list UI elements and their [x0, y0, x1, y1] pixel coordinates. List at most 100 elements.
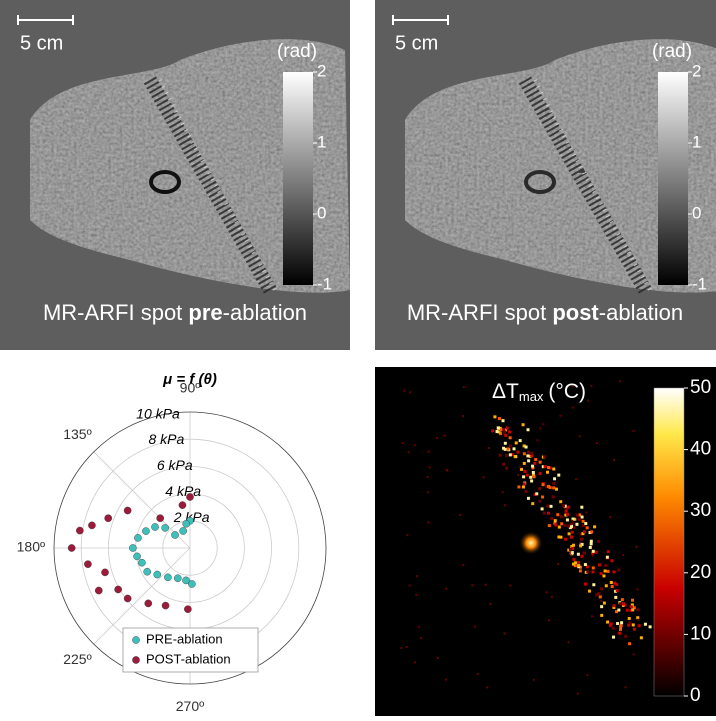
noise-pixel — [427, 521, 430, 524]
tissue-noise — [405, 39, 716, 293]
hot-pixel — [560, 522, 564, 526]
colorbar-title: (rad) — [652, 41, 692, 62]
hot-pixel — [614, 610, 618, 614]
noise-pixel — [587, 399, 590, 402]
hot-pixel — [572, 543, 576, 547]
hot-pixel — [585, 565, 589, 569]
hot-pixel — [585, 526, 589, 530]
data-point — [182, 576, 190, 585]
hot-pixel — [553, 521, 557, 525]
data-point — [151, 523, 159, 531]
data-point — [76, 526, 84, 535]
hot-pixel — [617, 568, 621, 572]
hot-pixel — [598, 595, 602, 599]
hot-pixel — [517, 485, 521, 489]
noise-pixel — [567, 641, 570, 644]
caption-part: MR-ARFI spot — [43, 300, 188, 325]
hot-pixel — [571, 546, 575, 550]
hot-pixel — [524, 490, 528, 494]
legend-label: POST-ablation — [146, 651, 231, 666]
hot-spot — [519, 531, 543, 555]
heatmap-title: ΔTmax (°C) — [492, 380, 586, 405]
colorbar-tick-label: -1 — [692, 274, 707, 293]
angle-grid-line — [93, 547, 191, 645]
hot-pixel — [543, 455, 547, 459]
noise-pixel — [427, 450, 430, 453]
hot-pixel — [622, 602, 626, 606]
data-point — [164, 573, 172, 582]
noise-pixel — [445, 587, 448, 590]
hot-pixel — [538, 472, 542, 476]
hot-pixel — [584, 570, 588, 574]
hot-pixel — [567, 532, 571, 536]
noise-pixel — [542, 423, 545, 426]
hot-pixel — [505, 466, 509, 470]
noise-pixel — [539, 427, 542, 430]
hot-pixel — [514, 441, 518, 445]
colorbar-tick-label: 50 — [690, 377, 711, 398]
hot-pixel — [581, 532, 585, 536]
data-point — [171, 531, 179, 539]
hot-pixel — [581, 519, 585, 523]
hot-pixel — [612, 635, 616, 639]
data-point — [173, 574, 182, 583]
noise-pixel — [476, 673, 479, 676]
hot-pixel — [624, 634, 628, 638]
hot-pixel — [508, 444, 512, 448]
colorbar-tick-label: 30 — [690, 500, 711, 521]
hot-pixel — [584, 582, 588, 586]
hot-pixel — [513, 455, 517, 459]
hot-pixel — [534, 458, 538, 462]
noise-pixel — [509, 584, 512, 587]
heatmap-panel: ΔTmax (°C) 0 10 20 30 40 50 — [375, 367, 716, 716]
hot-pixel — [556, 513, 560, 517]
hot-pixel — [578, 517, 582, 521]
hot-pixel — [591, 570, 595, 574]
noise-pixel — [545, 591, 548, 594]
hot-pixel — [503, 428, 507, 432]
hot-pixel — [553, 477, 557, 481]
noise-pixel — [632, 653, 635, 656]
hot-pixel — [561, 504, 565, 508]
hot-pixel — [538, 460, 542, 464]
data-point — [88, 521, 96, 530]
noise-pixel — [435, 437, 438, 440]
hot-pixel — [524, 445, 528, 449]
data-point — [94, 586, 103, 595]
hot-pixel — [631, 608, 635, 612]
hot-pixel — [616, 622, 620, 626]
hot-pixel — [612, 570, 616, 574]
noise-pixel — [624, 686, 627, 689]
noise-pixel — [576, 692, 579, 695]
noise-pixel — [586, 674, 589, 677]
noise-pixel — [569, 523, 572, 526]
hot-pixel — [532, 473, 536, 477]
noise-pixel — [484, 583, 487, 586]
image-panel: 5 cm (rad) -1 0 1 2 MR-ARFI spot pre-ablation — [0, 0, 350, 350]
hot-pixel — [531, 466, 535, 470]
hot-pixel — [522, 452, 526, 456]
noise-pixel — [445, 678, 448, 681]
hot-pixel — [531, 464, 535, 468]
hot-pixel — [557, 525, 561, 529]
noise-pixel — [613, 459, 616, 462]
hot-pixel — [497, 426, 501, 430]
colorbar-tick-label: 20 — [690, 562, 711, 583]
scale-bar-label: 5 cm — [395, 32, 438, 54]
hot-pixel — [546, 470, 550, 474]
hot-pixel — [571, 562, 575, 566]
noise-pixel — [417, 626, 420, 629]
noise-pixel — [471, 584, 474, 587]
data-point — [188, 580, 196, 588]
hot-pixel — [627, 616, 631, 620]
noise-pixel — [636, 588, 639, 591]
hot-pixel — [550, 517, 554, 521]
data-point — [142, 527, 150, 535]
data-point — [104, 514, 113, 523]
hot-pixel — [627, 623, 631, 627]
noise-pixel — [409, 391, 412, 394]
angle-tick-label: 270º — [176, 698, 204, 714]
hot-pixel — [554, 523, 558, 527]
chart-title: μ = f (θ) — [162, 371, 217, 388]
